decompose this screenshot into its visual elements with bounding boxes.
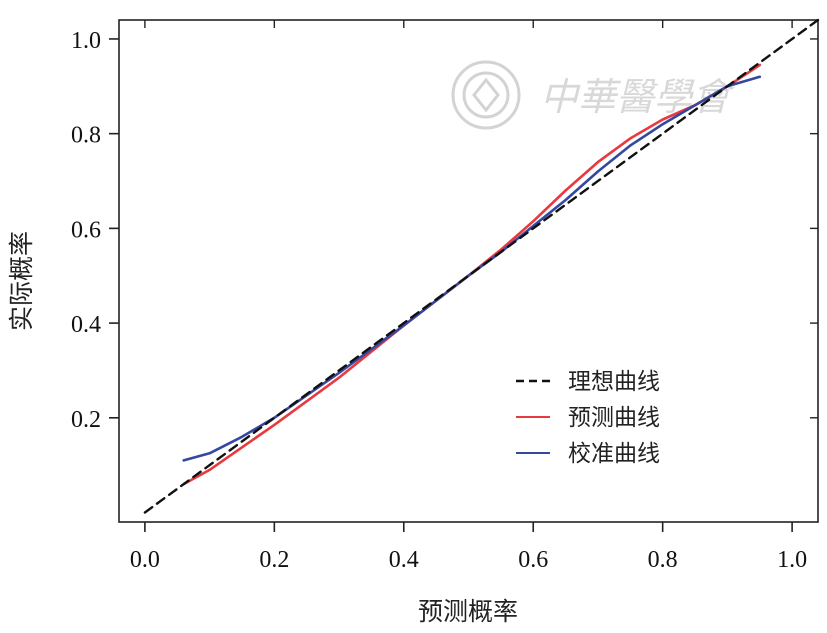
legend-label: 理想曲线	[568, 369, 660, 395]
series-line-ideal	[143, 18, 820, 514]
x-tick-label: 0.8	[648, 547, 678, 573]
x-axis: 0.0 0.2 0.4 0.6 0.8 1.0	[130, 20, 807, 573]
series-line-calibration	[182, 75, 762, 462]
watermark-seal-icon	[451, 60, 521, 130]
y-axis: 0.2 0.4 0.6 0.8 1.0	[71, 28, 818, 433]
x-tick-label: 1.0	[777, 547, 807, 573]
y-tick-label: 1.0	[71, 28, 101, 54]
y-axis-title: 实际概率	[7, 231, 36, 331]
watermark: 中華醫學會	[451, 60, 735, 130]
series-line-predicted	[182, 63, 762, 486]
y-tick-label: 0.6	[71, 217, 101, 243]
x-tick-label: 0.0	[130, 547, 160, 573]
y-tick-label: 0.8	[71, 123, 101, 149]
y-tick-label: 0.2	[71, 407, 101, 433]
plot-frame	[118, 19, 819, 523]
x-tick-label: 0.4	[389, 547, 419, 573]
x-axis-title: 预测概率	[418, 597, 518, 626]
y-tick-label: 0.4	[71, 312, 101, 338]
x-tick-label: 0.2	[259, 547, 289, 573]
legend-label: 预测曲线	[568, 405, 660, 431]
legend-label: 校准曲线	[568, 441, 660, 467]
watermark-text: 中華醫學會	[540, 75, 735, 119]
series-layer	[143, 18, 820, 514]
x-tick-label: 0.6	[518, 547, 548, 573]
